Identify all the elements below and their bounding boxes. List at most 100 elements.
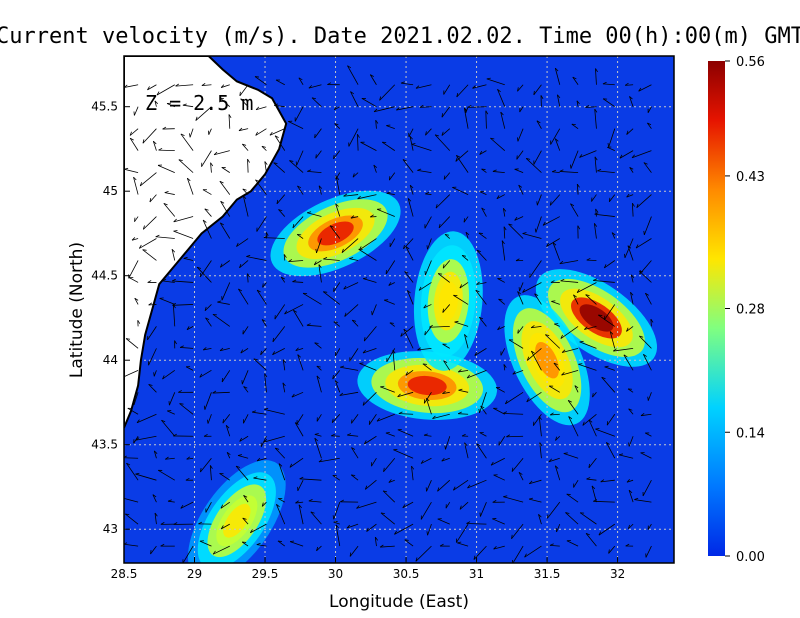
arrow-head <box>204 208 209 211</box>
velocity-arrow <box>573 479 579 488</box>
arrow-head <box>236 242 239 247</box>
arrow-head <box>559 260 564 265</box>
velocity-arrow <box>343 194 359 197</box>
arrow-head <box>511 534 513 539</box>
velocity-arrow <box>180 133 194 151</box>
velocity-arrow <box>493 545 505 550</box>
velocity-arrow <box>179 403 194 415</box>
velocity-arrow <box>252 411 267 415</box>
arrow-head <box>628 524 630 529</box>
velocity-arrow <box>341 238 359 254</box>
velocity-arrow <box>604 304 616 320</box>
velocity-arrow <box>533 414 542 426</box>
velocity-arrow <box>405 370 414 376</box>
arrow-head <box>135 437 140 441</box>
arrow-head <box>634 497 639 500</box>
arrow-head <box>212 550 216 555</box>
velocity-arrow <box>318 457 340 463</box>
velocity-arrow <box>308 84 322 89</box>
velocity-arrow <box>506 435 524 438</box>
velocity-arrow <box>289 457 304 468</box>
velocity-arrow <box>217 301 230 305</box>
arrow-head <box>162 375 165 380</box>
arrow-head <box>503 208 507 212</box>
velocity-arrow <box>385 260 396 275</box>
arrow-head <box>379 96 382 101</box>
velocity-arrow <box>180 501 194 509</box>
arrow-head <box>238 288 243 292</box>
arrow-head <box>380 385 385 388</box>
velocity-arrow <box>297 480 304 492</box>
arrow-head <box>553 362 558 365</box>
arrow-head <box>282 359 286 364</box>
arrow-head <box>528 497 534 500</box>
velocity-arrow <box>497 326 505 331</box>
arrow-head <box>186 456 191 460</box>
velocity-arrow <box>221 167 230 173</box>
velocity-arrow <box>476 250 487 261</box>
velocity-arrow <box>595 428 615 437</box>
velocity-arrow <box>457 542 469 547</box>
velocity-arrow <box>631 203 634 217</box>
velocity-arrow <box>183 258 194 261</box>
arrow-head <box>441 113 443 118</box>
velocity-arrow <box>352 172 359 178</box>
arrow-head <box>626 130 629 135</box>
velocity-arrow <box>626 326 634 332</box>
arrow-head <box>203 434 208 437</box>
arrow-head <box>173 433 178 437</box>
velocity-arrow <box>565 512 579 525</box>
arrow-head <box>344 312 347 317</box>
velocity-arrow <box>393 449 414 459</box>
arrow-head <box>601 376 606 380</box>
velocity-arrow <box>175 84 194 87</box>
arrow-head <box>370 214 374 218</box>
velocity-arrow <box>402 501 414 509</box>
arrow-head <box>524 553 527 558</box>
arrow-head <box>160 543 165 547</box>
velocity-arrow <box>142 249 157 261</box>
arrow-head <box>632 202 635 207</box>
velocity-arrow <box>139 172 157 187</box>
arrow-head <box>237 454 242 456</box>
velocity-arrow <box>335 176 341 195</box>
colorbar-ticks: 0.00 0.14 0.28 0.43 0.56 <box>725 55 765 565</box>
velocity-arrow <box>605 442 616 459</box>
velocity-arrow <box>647 392 652 401</box>
velocity-arrow <box>388 479 395 483</box>
arrow-head <box>423 433 428 436</box>
velocity-arrow <box>644 293 652 305</box>
arrow-head <box>503 411 508 414</box>
arrow-head <box>364 485 368 490</box>
velocity-arrow <box>260 436 267 447</box>
arrow-head <box>152 494 157 498</box>
arrow-head <box>549 412 554 416</box>
velocity-arrow <box>511 457 524 472</box>
velocity-arrow <box>302 292 322 305</box>
arrow-head <box>198 521 203 525</box>
velocity-arrow <box>594 213 615 217</box>
arrow-head <box>456 93 459 98</box>
arrow-head <box>132 400 135 405</box>
velocity-arrow <box>154 512 157 525</box>
velocity-arrow <box>332 475 340 481</box>
velocity-arrow <box>606 414 616 426</box>
arrow-head <box>457 541 462 544</box>
arrow-head <box>351 447 356 450</box>
y-axis-ticks: 43 43.5 44 44.5 45 45.5 <box>91 100 130 536</box>
velocity-arrow <box>306 324 322 327</box>
velocity-arrow <box>186 326 194 331</box>
velocity-arrow <box>255 106 267 111</box>
velocity-arrow <box>278 209 286 217</box>
arrow-head <box>260 350 262 355</box>
arrow-head <box>313 261 317 266</box>
velocity-arrow <box>467 106 487 108</box>
arrow-head <box>386 191 391 194</box>
velocity-arrow <box>576 184 579 195</box>
arrow-head <box>435 204 438 209</box>
x-axis-ticks: 28.5 29 29.5 30 30.5 31 31.5 32 <box>111 557 625 581</box>
velocity-arrow <box>200 457 212 473</box>
arrow-head <box>645 292 649 296</box>
velocity-arrow <box>162 280 175 283</box>
velocity-arrow <box>425 260 432 276</box>
